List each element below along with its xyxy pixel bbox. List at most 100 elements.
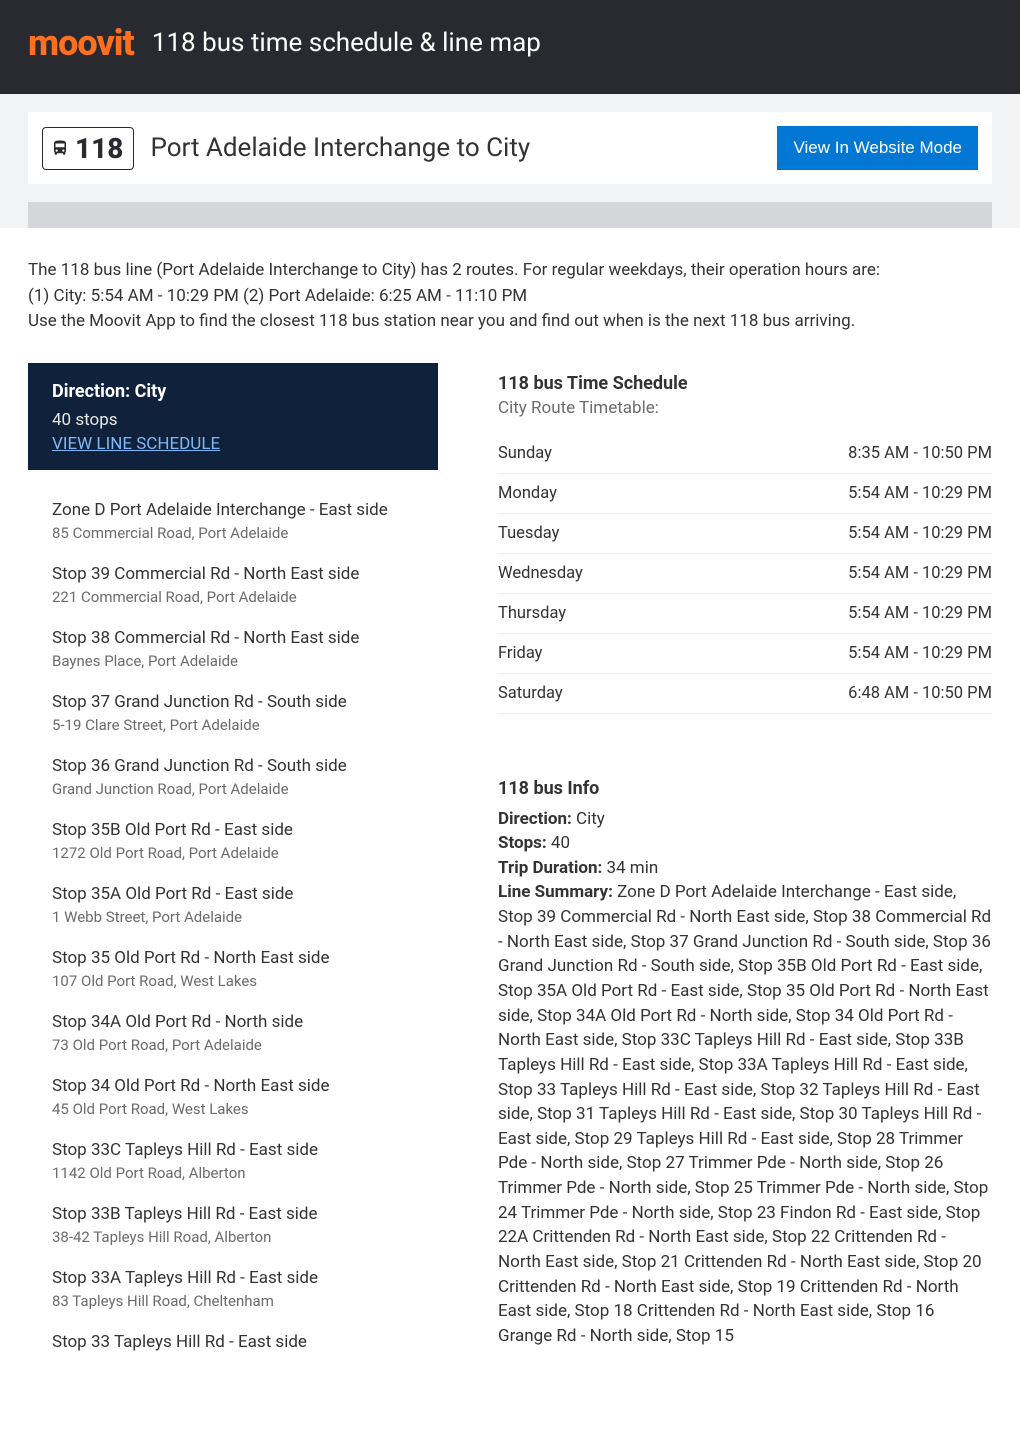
info-stops-value: 40	[547, 833, 570, 853]
stop-address: 83 Tapleys Hill Road, Cheltenham	[52, 1292, 438, 1310]
schedule-hours: 5:54 AM - 10:29 PM	[848, 564, 992, 583]
schedule-day: Wednesday	[498, 564, 583, 583]
stop-name: Stop 35 Old Port Rd - North East side	[52, 948, 438, 968]
gray-strip	[28, 202, 992, 228]
stop-name: Stop 37 Grand Junction Rd - South side	[52, 692, 438, 712]
stop-name: Stop 36 Grand Junction Rd - South side	[52, 756, 438, 776]
info-stops-label: Stops:	[498, 833, 547, 853]
schedule-day: Thursday	[498, 604, 566, 623]
stop-item[interactable]: Stop 34 Old Port Rd - North East side 45 …	[52, 1076, 438, 1118]
direction-box: Direction: City 40 stops VIEW LINE SCHED…	[28, 363, 438, 470]
info-duration-label: Trip Duration:	[498, 858, 602, 878]
stop-item[interactable]: Stop 35A Old Port Rd - East side 1 Webb S…	[52, 884, 438, 926]
stop-item[interactable]: Stop 38 Commercial Rd - North East side B…	[52, 628, 438, 670]
stop-name: Stop 39 Commercial Rd - North East side	[52, 564, 438, 584]
stop-item[interactable]: Stop 37 Grand Junction Rd - South side 5-…	[52, 692, 438, 734]
stop-name: Stop 34A Old Port Rd - North side	[52, 1012, 438, 1032]
info-summary-label: Line Summary:	[498, 882, 613, 902]
intro-text: The 118 bus line (Port Adelaide Intercha…	[0, 228, 1020, 353]
stops-count: 40 stops	[52, 410, 414, 430]
stop-item[interactable]: Stop 33B Tapleys Hill Rd - East side 38-4…	[52, 1204, 438, 1246]
stop-name: Stop 33 Tapleys Hill Rd - East side	[52, 1332, 438, 1352]
schedule-row: Monday 5:54 AM - 10:29 PM	[498, 474, 992, 514]
stops-list: Zone D Port Adelaide Interchange - East …	[28, 470, 438, 1352]
stop-item[interactable]: Stop 34A Old Port Rd - North side 73 Old …	[52, 1012, 438, 1054]
stop-item[interactable]: Stop 33 Tapleys Hill Rd - East side	[52, 1332, 438, 1352]
stop-address: 5-19 Clare Street, Port Adelaide	[52, 716, 438, 734]
schedule-day: Saturday	[498, 684, 563, 703]
stop-address: 73 Old Port Road, Port Adelaide	[52, 1036, 438, 1054]
stop-item[interactable]: Stop 36 Grand Junction Rd - South sideGr…	[52, 756, 438, 798]
stop-name: Stop 35B Old Port Rd - East side	[52, 820, 438, 840]
schedule-box: 118 bus Time Schedule City Route Timetab…	[498, 363, 992, 714]
schedule-hours: 5:54 AM - 10:29 PM	[848, 484, 992, 503]
schedule-subtitle: City Route Timetable:	[498, 398, 992, 418]
bus-icon	[51, 139, 69, 157]
stop-address: 1272 Old Port Road, Port Adelaide	[52, 844, 438, 862]
stop-address: 45 Old Port Road, West Lakes	[52, 1100, 438, 1118]
website-mode-button[interactable]: View In Website Mode	[777, 126, 978, 170]
stop-name: Stop 33A Tapleys Hill Rd - East side	[52, 1268, 438, 1288]
info-title: 118 bus Info	[498, 778, 992, 799]
info-summary: Line Summary: Zone D Port Adelaide Inter…	[498, 880, 992, 1348]
schedule-day: Monday	[498, 484, 557, 503]
info-summary-value: Zone D Port Adelaide Interchange - East …	[498, 882, 991, 1346]
info-box: 118 bus Info Direction: City Stops: 40 T…	[498, 778, 992, 1349]
stop-item[interactable]: Stop 39 Commercial Rd - North East side 2…	[52, 564, 438, 606]
logo: moovit	[28, 22, 134, 64]
stop-address: Baynes Place, Port Adelaide	[52, 652, 438, 670]
stop-address: 221 Commercial Road, Port Adelaide	[52, 588, 438, 606]
top-bar: moovit 118 bus time schedule & line map	[0, 0, 1020, 94]
stop-address: 107 Old Port Road, West Lakes	[52, 972, 438, 990]
info-stops: Stops: 40	[498, 831, 992, 856]
schedule-hours: 8:35 AM - 10:50 PM	[848, 444, 992, 463]
schedule-hours: 5:54 AM - 10:29 PM	[848, 604, 992, 623]
stop-address: 1 Webb Street, Port Adelaide	[52, 908, 438, 926]
page-title: 118 bus time schedule & line map	[152, 28, 541, 58]
intro-line-1: The 118 bus line (Port Adelaide Intercha…	[28, 258, 992, 284]
stop-address: 1142 Old Port Road, Alberton	[52, 1164, 438, 1182]
intro-line-2: (1) City: 5:54 AM - 10:29 PM (2) Port Ad…	[28, 284, 992, 310]
schedule-row: Friday 5:54 AM - 10:29 PM	[498, 634, 992, 674]
view-schedule-link[interactable]: VIEW LINE SCHEDULE	[52, 434, 220, 454]
stop-address: 85 Commercial Road, Port Adelaide	[52, 524, 438, 542]
stop-item[interactable]: Stop 35 Old Port Rd - North East side 107…	[52, 948, 438, 990]
subheader-wrap: 118 Port Adelaide Interchange to City Vi…	[0, 94, 1020, 228]
stop-name: Stop 38 Commercial Rd - North East side	[52, 628, 438, 648]
subheader: 118 Port Adelaide Interchange to City Vi…	[28, 112, 992, 184]
stop-item[interactable]: Stop 35B Old Port Rd - East side 1272 Old…	[52, 820, 438, 862]
stop-item[interactable]: Stop 33C Tapleys Hill Rd - East side 1142…	[52, 1140, 438, 1182]
schedule-rows: Sunday 8:35 AM - 10:50 PM Monday 5:54 AM - …	[498, 434, 992, 714]
stop-name: Stop 33B Tapleys Hill Rd - East side	[52, 1204, 438, 1224]
schedule-row: Saturday 6:48 AM - 10:50 PM	[498, 674, 992, 714]
schedule-day: Tuesday	[498, 524, 559, 543]
schedule-hours: 5:54 AM - 10:29 PM	[848, 524, 992, 543]
info-direction-label: Direction:	[498, 809, 572, 829]
direction-title: Direction: City	[52, 381, 414, 402]
schedule-hours: 6:48 AM - 10:50 PM	[848, 684, 992, 703]
info-duration-value: 34 min	[602, 858, 658, 878]
info-direction: Direction: City	[498, 807, 992, 832]
stop-name: Zone D Port Adelaide Interchange - East …	[52, 500, 438, 520]
stop-name: Stop 35A Old Port Rd - East side	[52, 884, 438, 904]
info-duration: Trip Duration: 34 min	[498, 856, 992, 881]
schedule-hours: 5:54 AM - 10:29 PM	[848, 644, 992, 663]
route-badge: 118	[42, 127, 134, 170]
schedule-day: Friday	[498, 644, 542, 663]
stop-item[interactable]: Stop 33A Tapleys Hill Rd - East side 83 T…	[52, 1268, 438, 1310]
schedule-row: Thursday 5:54 AM - 10:29 PM	[498, 594, 992, 634]
schedule-title: 118 bus Time Schedule	[498, 373, 992, 394]
intro-line-3: Use the Moovit App to find the closest 1…	[28, 309, 992, 335]
stop-address: 38-42 Tapleys Hill Road, Alberton	[52, 1228, 438, 1246]
schedule-row: Sunday 8:35 AM - 10:50 PM	[498, 434, 992, 474]
stop-name: Stop 34 Old Port Rd - North East side	[52, 1076, 438, 1096]
right-column: 118 bus Time Schedule City Route Timetab…	[498, 363, 992, 1349]
route-number: 118	[75, 132, 123, 165]
stop-name: Stop 33C Tapleys Hill Rd - East side	[52, 1140, 438, 1160]
info-direction-value: City	[572, 809, 605, 829]
stop-item[interactable]: Zone D Port Adelaide Interchange - East …	[52, 500, 438, 542]
main-columns: Direction: City 40 stops VIEW LINE SCHED…	[0, 353, 1020, 1374]
left-column: Direction: City 40 stops VIEW LINE SCHED…	[28, 363, 438, 1374]
schedule-row: Tuesday 5:54 AM - 10:29 PM	[498, 514, 992, 554]
schedule-day: Sunday	[498, 444, 552, 463]
